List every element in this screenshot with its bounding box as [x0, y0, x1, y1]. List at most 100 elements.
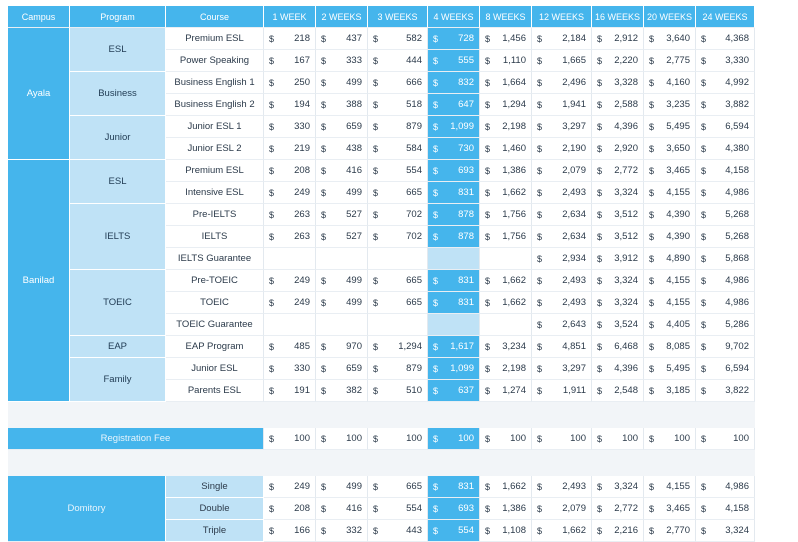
campus-banilad: Banilad — [8, 160, 70, 402]
currency-symbol: $ — [649, 481, 655, 492]
price-value: 6,468 — [614, 341, 638, 352]
price-cell: $1,110 — [480, 50, 532, 72]
price-cell: $4,986 — [696, 270, 755, 292]
course-name: Business English 2 — [166, 94, 264, 116]
currency-symbol: $ — [269, 341, 275, 352]
currency-symbol: $ — [433, 385, 439, 396]
price-cell: $659 — [316, 358, 368, 380]
currency-symbol: $ — [537, 385, 543, 396]
price-value: 6,594 — [725, 121, 749, 132]
price-value: 5,495 — [666, 121, 690, 132]
price-cell: $1,617 — [428, 336, 480, 358]
campus-ayala: Ayala — [8, 28, 70, 160]
currency-symbol: $ — [485, 165, 491, 176]
price-cell: $3,324 — [592, 182, 644, 204]
price-cell: $4,992 — [696, 72, 755, 94]
price-cell: $1,911 — [532, 380, 592, 402]
currency-symbol: $ — [373, 525, 379, 536]
currency-symbol: $ — [701, 341, 707, 352]
course-name: Power Speaking — [166, 50, 264, 72]
price-cell: $4,155 — [644, 476, 696, 498]
price-cell: $1,460 — [480, 138, 532, 160]
price-value: 2,496 — [562, 77, 586, 88]
price-value: 2,934 — [562, 253, 586, 264]
price-cell: $1,662 — [480, 270, 532, 292]
price-cell: $2,634 — [532, 204, 592, 226]
price-value: 2,772 — [614, 165, 638, 176]
price-value: 416 — [346, 503, 362, 514]
price-cell: $416 — [316, 498, 368, 520]
spacer — [8, 402, 755, 428]
course-name: Junior ESL 2 — [166, 138, 264, 160]
course-name: Pre-TOEIC — [166, 270, 264, 292]
price-value: 1,911 — [562, 385, 586, 396]
currency-symbol: $ — [373, 275, 379, 286]
price-cell: $2,198 — [480, 358, 532, 380]
price-value: 100 — [406, 433, 422, 444]
price-cell: $702 — [368, 226, 428, 248]
price-cell: $1,664 — [480, 72, 532, 94]
program-family: Family — [70, 358, 166, 402]
currency-symbol: $ — [537, 33, 543, 44]
price-value: 330 — [294, 121, 310, 132]
price-value: 2,634 — [562, 209, 586, 220]
price-cell: $388 — [316, 94, 368, 116]
price-cell: $6,594 — [696, 116, 755, 138]
currency-symbol: $ — [537, 187, 543, 198]
price-cell: $3,185 — [644, 380, 696, 402]
price-value: 3,512 — [614, 231, 638, 242]
currency-symbol: $ — [269, 503, 275, 514]
price-cell: $2,190 — [532, 138, 592, 160]
price-value: 3,822 — [725, 385, 749, 396]
price-cell: $2,079 — [532, 160, 592, 182]
course-name: TOEIC Guarantee — [166, 314, 264, 336]
currency-symbol: $ — [433, 77, 439, 88]
currency-symbol: $ — [433, 275, 439, 286]
currency-symbol: $ — [537, 77, 543, 88]
price-value: 9,702 — [725, 341, 749, 352]
price-value: 1,665 — [562, 55, 586, 66]
currency-symbol: $ — [597, 525, 603, 536]
price-value: 3,650 — [666, 143, 690, 154]
price-value: 443 — [406, 525, 422, 536]
price-value: 1,108 — [502, 525, 526, 536]
price-cell: $249 — [264, 292, 316, 314]
currency-symbol: $ — [537, 253, 543, 264]
price-cell: $554 — [368, 498, 428, 520]
price-value: 728 — [458, 33, 474, 44]
price-value: 2,079 — [562, 503, 586, 514]
price-cell: $554 — [368, 160, 428, 182]
price-value: 499 — [346, 187, 362, 198]
price-cell: $4,390 — [644, 204, 696, 226]
price-cell: $5,286 — [696, 314, 755, 336]
price-cell: $499 — [316, 182, 368, 204]
price-cell: $693 — [428, 498, 480, 520]
currency-symbol: $ — [701, 165, 707, 176]
price-value: 584 — [406, 143, 422, 154]
price-cell: $218 — [264, 28, 316, 50]
price-cell: $100 — [264, 428, 316, 450]
currency-symbol: $ — [433, 525, 439, 536]
program-toeic: TOEIC — [70, 270, 166, 336]
currency-symbol: $ — [321, 385, 327, 396]
price-cell: $2,496 — [532, 72, 592, 94]
currency-symbol: $ — [269, 297, 275, 308]
currency-symbol: $ — [701, 319, 707, 330]
room-type: Double — [166, 498, 264, 520]
price-cell: $499 — [316, 72, 368, 94]
price-cell: $4,986 — [696, 476, 755, 498]
price-value: 191 — [294, 385, 310, 396]
price-cell: $2,912 — [592, 28, 644, 50]
price-cell: $3,235 — [644, 94, 696, 116]
currency-symbol: $ — [485, 481, 491, 492]
price-cell: $444 — [368, 50, 428, 72]
price-cell: $527 — [316, 204, 368, 226]
price-cell: $831 — [428, 182, 480, 204]
currency-symbol: $ — [269, 231, 275, 242]
price-cell: $878 — [428, 226, 480, 248]
currency-symbol: $ — [485, 33, 491, 44]
currency-symbol: $ — [537, 319, 543, 330]
price-cell: $499 — [316, 270, 368, 292]
currency-symbol: $ — [537, 121, 543, 132]
price-cell: $2,772 — [592, 160, 644, 182]
